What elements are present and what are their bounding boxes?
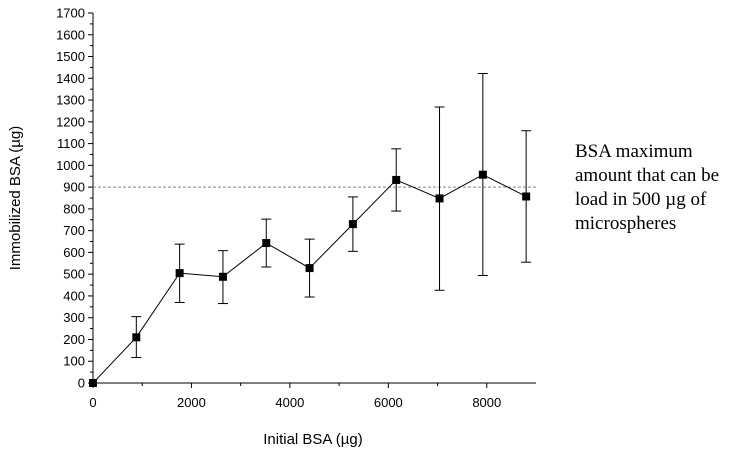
- data-point: [89, 379, 97, 387]
- x-tick-label: 6000: [374, 395, 403, 410]
- y-tick-label: 300: [63, 310, 85, 325]
- x-tick-label: 8000: [472, 395, 501, 410]
- x-tick-label: 0: [89, 395, 96, 410]
- y-tick-label: 1700: [56, 6, 85, 21]
- data-point: [478, 170, 487, 179]
- max-load-annotation: BSA maximum amount that can be load in 5…: [575, 140, 735, 236]
- y-tick-label: 1400: [56, 71, 85, 86]
- y-tick-label: 400: [63, 288, 85, 303]
- y-tick-label: 900: [63, 180, 85, 195]
- x-axis-ticks: 0 2000 4000 6000 8000: [89, 383, 501, 410]
- annotation-line-2: amount that can be: [575, 165, 720, 186]
- y-tick-label: 200: [63, 332, 85, 347]
- data-point: [392, 175, 401, 184]
- y-tick-label: 1500: [56, 49, 85, 64]
- y-tick-label: 700: [63, 223, 85, 238]
- y-tick-label: 0: [78, 376, 85, 391]
- y-tick-label: 1600: [56, 27, 85, 42]
- data-point: [435, 194, 444, 203]
- y-tick-label: 500: [63, 267, 85, 282]
- y-tick-label: 600: [63, 245, 85, 260]
- y-tick-label: 800: [63, 201, 85, 216]
- y-tick-label: 1300: [56, 93, 85, 108]
- data-point: [305, 264, 314, 273]
- x-tick-label: 4000: [275, 395, 304, 410]
- y-tick-label: 1100: [57, 136, 85, 151]
- data-point: [522, 192, 531, 201]
- data-point: [348, 220, 357, 229]
- annotation-line-4: microspheres: [575, 213, 677, 234]
- annotation-line-1: BSA maximum: [575, 141, 693, 162]
- y-axis-ticks: 0 100 200 300 400 500 600 700 800 900 1000 1100 1200…: [56, 6, 93, 391]
- data-point: [175, 269, 184, 278]
- data-point: [132, 333, 141, 342]
- y-tick-label: 1200: [56, 114, 85, 129]
- axes: [92, 13, 536, 384]
- data-point: [262, 239, 271, 248]
- error-bars: [131, 73, 532, 359]
- data-point: [218, 272, 227, 281]
- x-tick-label: 2000: [177, 395, 206, 410]
- y-tick-label: 1000: [56, 158, 85, 173]
- y-axis-label: Immobilized BSA (µg): [7, 126, 24, 271]
- x-axis-label: Initial BSA (µg): [263, 431, 363, 448]
- annotation-line-3: load in 500 µg of: [575, 189, 707, 210]
- data-points: [89, 170, 531, 387]
- y-tick-label: 100: [63, 354, 85, 369]
